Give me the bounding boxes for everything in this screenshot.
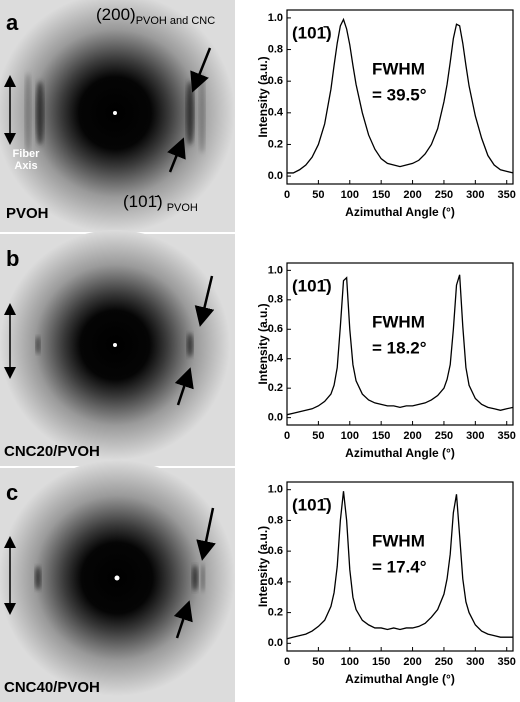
x-tick-label: 150 [372,189,390,201]
plot-frame [286,262,514,426]
arc-label-sub: PVOH [167,202,198,214]
y-tick-label: 0.4 [268,576,284,588]
panel-letter: b [6,246,19,271]
fwhm-value: = 18.2° [372,338,427,357]
arc-label-sub: PVOH and CNC [136,15,216,27]
x-tick-label: 0 [284,189,290,201]
x-tick-label: 250 [435,656,453,668]
sample-label: CNC40/PVOH [4,679,100,696]
y-tick-label: 1.0 [268,12,283,24]
peak-label: (101̄) [292,495,332,514]
sample-label: PVOH [6,205,49,222]
fiber-axis-box: Fiber Axis [12,148,40,172]
x-tick-label: 50 [312,430,324,442]
y-tick-label: 0.4 [268,107,284,119]
x-tick-label: 250 [435,430,453,442]
arc-label: (101̄) PVOH [123,192,198,213]
arc-label-main: (101̄) [123,192,163,211]
arc-label: (200)PVOH and CNC [96,5,215,26]
y-tick-label: 0.2 [268,138,283,150]
chart: 0.0 0.2 0.4 0.6 0.8 1.0 0 50 100 150 200 250 300 350 A… [256,262,516,460]
y-tick-label: 0.0 [268,412,283,424]
panel-letter: c [6,480,18,505]
y-tick-label: 0.0 [268,170,283,182]
x-tick-label: 0 [284,656,290,668]
x-tick-label: 50 [312,189,324,201]
x-tick-label: 300 [466,656,484,668]
y-tick-label: 1.0 [268,484,283,496]
y-tick-label: 0.0 [268,637,283,649]
y-axis-label: Intensity (a.u.) [256,56,270,137]
x-tick-label: 350 [498,189,516,201]
x-tick-label: 200 [403,430,421,442]
x-tick-label: 250 [435,189,453,201]
fiber-axis-label: Fiber Axis [12,148,40,172]
x-tick-label: 200 [403,189,421,201]
y-axis-label: Intensity (a.u.) [256,303,270,384]
diffraction-image: a (200)PVOH and CNC (101̄) PVOH Fiber Axi… [0,0,235,233]
x-tick-label: 50 [312,656,324,668]
x-tick-label: 0 [284,430,290,442]
y-axis-label: Intensity (a.u.) [256,526,270,607]
y-tick-label: 0.8 [268,43,283,55]
data-line [286,491,513,640]
peak-label: (101̄) [292,276,332,295]
diffraction-image: c CNC40/PVOH [0,460,235,702]
x-axis-label: Azimuthal Angle (°) [345,205,455,219]
y-tick-label: 0.2 [268,382,283,394]
x-axis-label: Azimuthal Angle (°) [345,672,455,686]
sample-label: CNC20/PVOH [4,443,100,460]
fwhm-value: = 17.4° [372,557,427,576]
chart: 0.0 0.2 0.4 0.6 0.8 1.0 0 50 100 150 200 250 300 350 A… [256,9,516,219]
chart: 0.0 0.2 0.4 0.6 0.8 1.0 0 50 100 150 200 250 300 350 A… [256,481,516,686]
x-tick-label: 350 [498,430,516,442]
x-tick-label: 300 [466,430,484,442]
x-tick-label: 100 [341,430,359,442]
y-tick-label: 0.6 [268,75,283,87]
plot-frame [286,481,514,652]
panel-letter: a [6,10,19,35]
fwhm-label: FWHM [372,312,425,331]
fwhm-label: FWHM [372,59,425,78]
x-tick-label: 100 [341,189,359,201]
y-tick-label: 0.8 [268,514,283,526]
data-line [286,274,514,416]
data-line [287,17,514,174]
fwhm-value: = 39.5° [372,85,427,104]
y-tick-label: 0.2 [268,606,283,618]
y-tick-label: 0.8 [268,294,283,306]
arc-label-main: (200) [96,5,136,24]
y-tick-label: 1.0 [268,264,283,276]
x-axis-label: Azimuthal Angle (°) [345,446,455,460]
x-tick-label: 150 [372,656,390,668]
y-tick-label: 0.6 [268,545,283,557]
diffraction-image: b CNC20/PVOH [0,230,235,466]
x-tick-label: 200 [403,656,421,668]
y-tick-label: 0.6 [268,323,283,335]
fwhm-label: FWHM [372,531,425,550]
x-tick-label: 350 [498,656,516,668]
x-tick-label: 300 [466,189,484,201]
plot-frame [286,9,514,185]
peak-label: (101̄) [292,23,332,42]
y-tick-label: 0.4 [268,353,284,365]
x-tick-label: 150 [372,430,390,442]
x-tick-label: 100 [341,656,359,668]
